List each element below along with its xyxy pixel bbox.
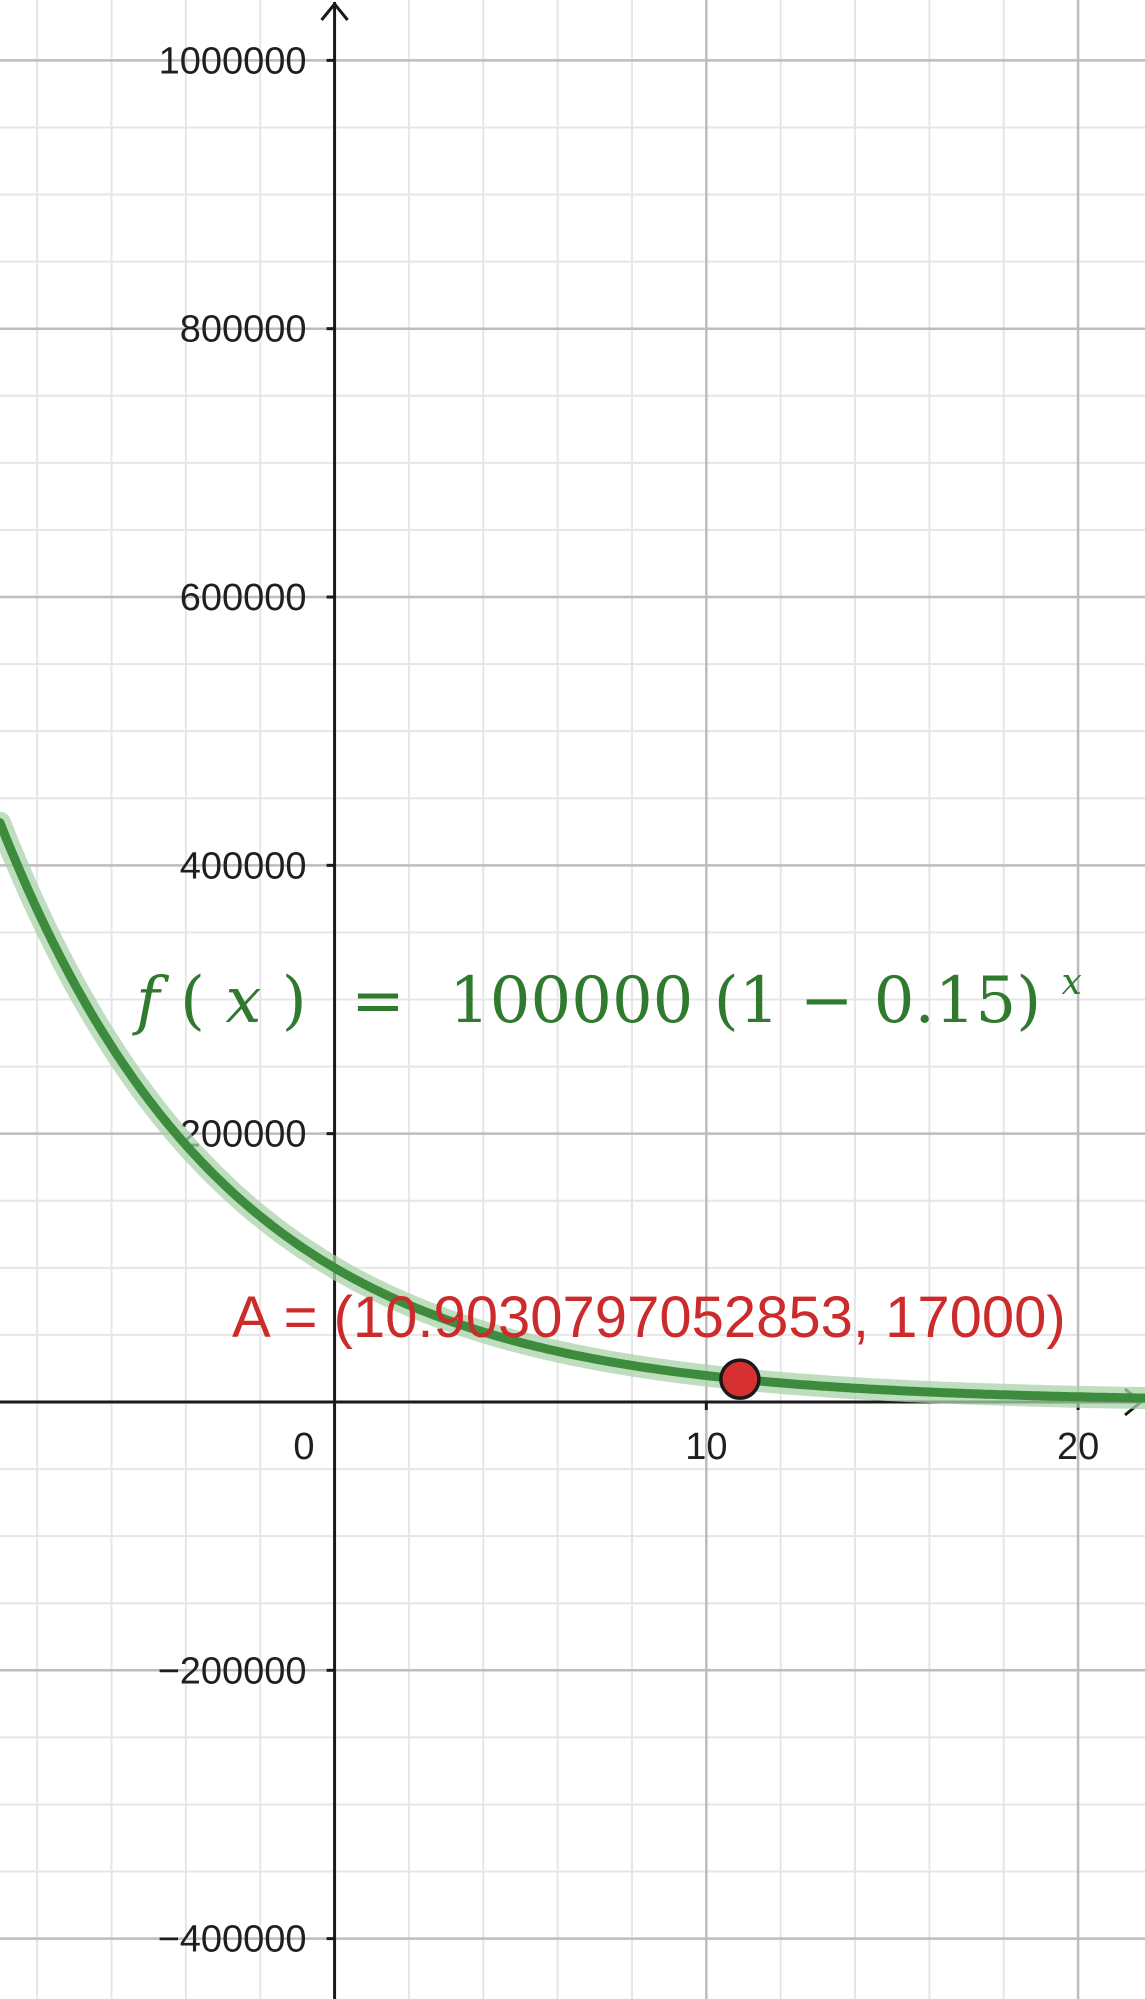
point-a-marker[interactable] bbox=[719, 1358, 761, 1400]
y-tick-label: 400000 bbox=[180, 845, 307, 887]
function-exponent: x bbox=[1062, 962, 1082, 1003]
y-tick-label: 800000 bbox=[180, 309, 307, 351]
y-tick-label: −200000 bbox=[158, 1650, 307, 1692]
x-tick-label: 20 bbox=[1057, 1426, 1099, 1468]
y-tick-label: 600000 bbox=[180, 577, 307, 619]
x-tick-label: 10 bbox=[685, 1426, 727, 1468]
function-curve[interactable] bbox=[0, 811, 1145, 1410]
tick-labels: −400000−20000020000040000060000080000010… bbox=[158, 40, 1100, 1960]
y-tick-label: −400000 bbox=[158, 1919, 307, 1961]
function-curve-line[interactable] bbox=[0, 818, 1145, 1403]
function-label: f ( x ) = 100000 (1 − 0.15) x bbox=[132, 962, 1082, 1038]
y-axis-arrow bbox=[320, 1, 349, 21]
x-tick-label: 0 bbox=[293, 1426, 314, 1468]
function-name: f bbox=[132, 964, 170, 1038]
y-tick-label: 1000000 bbox=[159, 40, 307, 82]
point-a-label: A = (10.9030797052853, 17000) bbox=[232, 1285, 1066, 1350]
points[interactable]: A = (10.9030797052853, 17000) bbox=[232, 1285, 1066, 1400]
